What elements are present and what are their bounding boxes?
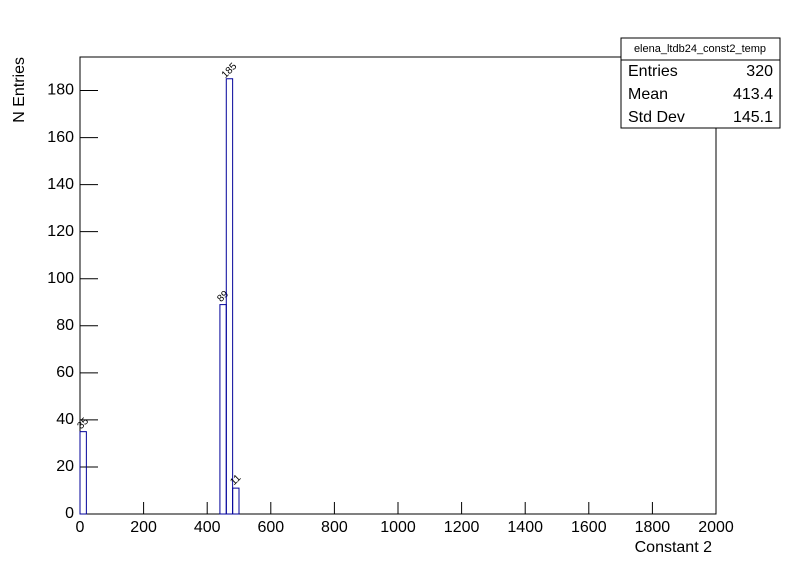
x-tick-label: 1000 [380,519,416,536]
y-tick-label: 0 [65,505,74,522]
stats-key: Entries [628,63,678,80]
stats-title: elena_ltdb24_const2_temp [634,43,766,55]
x-axis-label: Constant 2 [635,539,712,556]
x-tick-label: 400 [194,519,221,536]
bar [79,431,87,515]
stats-box: elena_ltdb24_const2_temp Entries 320 Mea… [620,37,781,129]
y-tick-label: 140 [47,176,74,193]
x-tick-label: 200 [130,519,157,536]
stats-key: Mean [628,86,668,103]
stats-value: 413.4 [733,86,773,103]
y-tick-label: 120 [47,223,74,240]
bar [232,487,240,515]
y-tick-label: 20 [56,458,74,475]
stats-value: 145.1 [733,109,773,126]
bar [225,78,234,515]
y-tick-label: 160 [47,129,74,146]
x-tick-label: 800 [321,519,348,536]
stats-frame [620,37,781,129]
y-tick-label: 60 [56,364,74,381]
x-tick-label: 1200 [444,519,480,536]
x-tick-label: 1800 [635,519,671,536]
stats-key: Std Dev [628,109,685,126]
x-tick-label: 2000 [698,519,734,536]
x-tick-label: 0 [76,519,85,536]
y-tick-label: 180 [47,82,74,99]
y-tick-label: 40 [56,411,74,428]
x-tick-label: 1400 [507,519,543,536]
x-tick-label: 1600 [571,519,607,536]
y-tick-label: 80 [56,317,74,334]
y-tick-label: 100 [47,270,74,287]
stats-value: 320 [746,63,773,80]
y-axis-label: N Entries [11,57,28,123]
x-tick-label: 600 [257,519,284,536]
